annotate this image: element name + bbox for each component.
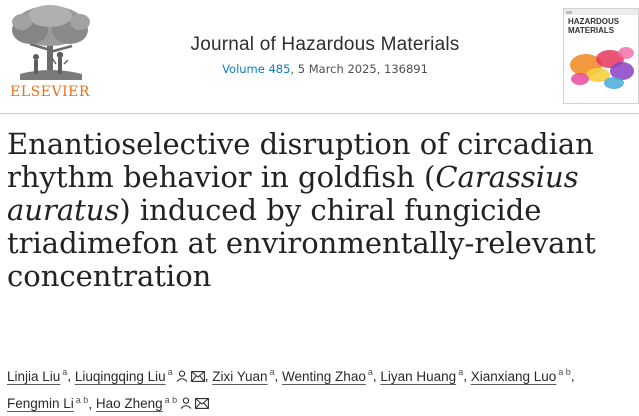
journal-cover-thumbnail[interactable]: HAZARDOUS MATERIALS bbox=[563, 8, 639, 104]
author-separator: , bbox=[274, 368, 283, 384]
affiliation-marker[interactable]: a bbox=[367, 367, 373, 377]
email-icon[interactable] bbox=[195, 393, 210, 416]
author-entry: Fengmin Li a b bbox=[7, 394, 89, 412]
corresponding-author-icon[interactable] bbox=[176, 366, 188, 389]
email-icon[interactable] bbox=[190, 366, 205, 389]
article-title: Enantioselective disruption of circadian… bbox=[7, 128, 632, 293]
author-entry: Xianxiang Luo a b bbox=[470, 367, 571, 384]
author-separator: , bbox=[88, 396, 96, 411]
author-separator: , bbox=[463, 368, 471, 384]
cover-art-icon bbox=[564, 9, 638, 89]
author-name-link[interactable]: Liyan Huang bbox=[380, 368, 457, 384]
article-header: ELSEVIER Journal of Hazardous Materials … bbox=[0, 0, 639, 112]
affiliation-marker[interactable]: a bbox=[269, 367, 275, 377]
title-species-italic: Carassius auratus bbox=[7, 160, 579, 227]
author-list: Linjia Liu a, Liuqingqing Liu a, Zixi Yuan… bbox=[7, 361, 632, 416]
affiliation-marker[interactable]: a b bbox=[164, 394, 178, 405]
elsevier-tree-logo[interactable]: ELSEVIER bbox=[0, 0, 100, 105]
author-entry: Hao Zheng a b bbox=[95, 394, 210, 411]
header-divider bbox=[0, 113, 639, 114]
issue-details: , 5 March 2025, 136891 bbox=[290, 62, 428, 76]
title-part: ) induced by chiral fungicide triadimefo… bbox=[7, 193, 596, 293]
corresponding-author-icon[interactable] bbox=[180, 393, 192, 416]
author-entry: Zixi Yuan a bbox=[212, 367, 275, 384]
author-separator: , bbox=[570, 368, 575, 384]
author-name-link[interactable]: Xianxiang Luo bbox=[470, 368, 557, 384]
author-entry: Linjia Liu a bbox=[7, 367, 68, 384]
affiliation-marker[interactable]: a bbox=[62, 367, 68, 377]
author-name-link[interactable]: Linjia Liu bbox=[7, 368, 61, 384]
affiliation-marker[interactable]: a b bbox=[75, 394, 89, 405]
author-entry: Wenting Zhao a bbox=[282, 367, 373, 384]
journal-info: Journal of Hazardous Materials Volume 48… bbox=[110, 34, 540, 76]
author-name-link[interactable]: Hao Zheng bbox=[95, 396, 163, 411]
journal-title[interactable]: Journal of Hazardous Materials bbox=[190, 34, 460, 55]
author-name-link[interactable]: Fengmin Li bbox=[7, 396, 74, 411]
journal-citation: Volume 485, 5 March 2025, 136891 bbox=[110, 62, 540, 76]
author-entry: Liuqingqing Liu a bbox=[74, 367, 205, 384]
title-part: Enantioselective disruption of circadian… bbox=[7, 127, 594, 194]
author-separator: , bbox=[67, 368, 75, 384]
author-entry: Liyan Huang a bbox=[380, 367, 464, 384]
author-name-link[interactable]: Wenting Zhao bbox=[282, 368, 366, 384]
affiliation-marker[interactable]: a bbox=[458, 367, 464, 377]
tree-icon bbox=[12, 5, 90, 80]
author-name-link[interactable]: Zixi Yuan bbox=[212, 368, 268, 384]
affiliation-marker[interactable]: a bbox=[167, 367, 173, 377]
author-separator: , bbox=[372, 368, 381, 384]
author-separator: , bbox=[204, 368, 213, 384]
cover-title: HAZARDOUS MATERIALS bbox=[568, 17, 620, 35]
author-name-link[interactable]: Liuqingqing Liu bbox=[74, 368, 166, 384]
volume-link[interactable]: Volume 485 bbox=[222, 62, 291, 76]
publisher-name: ELSEVIER bbox=[10, 84, 90, 100]
affiliation-marker[interactable]: a b bbox=[558, 367, 571, 377]
